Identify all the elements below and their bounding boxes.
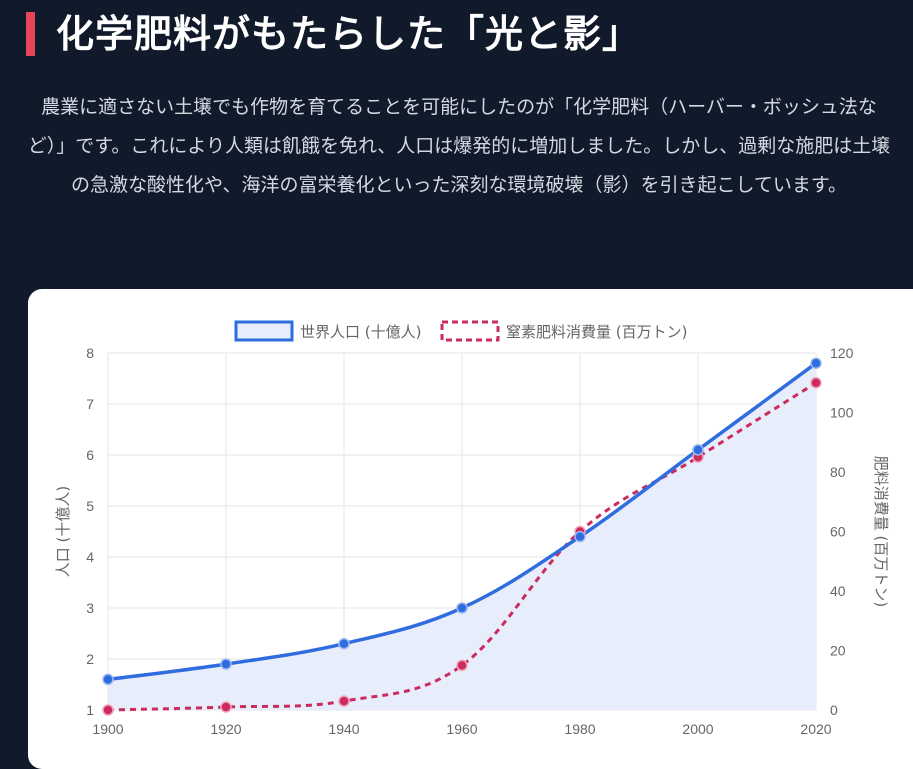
y-right-tick-label: 100 [830,405,854,421]
y-left-tick-label: 7 [86,396,94,412]
y-right-tick-label: 0 [830,702,838,718]
x-tick-label: 2000 [682,721,713,737]
y-left-tick-label: 5 [86,498,94,514]
chart-card: 1 2 3 4 5 6 7 8 0 20 40 60 80 100 120 1900 1920 1940 1960 1… [28,289,913,769]
legend-swatch-fertilizer [440,320,500,342]
y-right-tick-label: 20 [830,643,846,659]
x-tick-label: 1900 [92,721,123,737]
y-right-tick-label: 60 [830,524,846,540]
page-description: 農業に適さない土壌でも作物を育てることを可能にしたのが「化学肥料（ハーバー・ボッ… [27,96,891,196]
population-point [456,602,468,614]
y-left-tick-label: 2 [86,651,94,667]
population-point [102,673,114,686]
fertilizer-point [810,377,822,389]
fertilizer-point [338,695,350,707]
legend-label-population: 世界人口 (十億人) [300,323,421,341]
y-right-axis-title: 肥料消費量 (百万トン) [872,456,890,607]
y-right-tick-label: 80 [830,464,846,480]
legend-swatch-population [234,320,294,342]
population-point [692,444,704,456]
title-accent-bar [26,12,35,56]
y-left-axis-title: 人口 (十億人) [54,486,72,577]
legend-label-fertilizer: 窒素肥料消費量 (百万トン) [506,323,687,341]
x-tick-label: 1980 [564,721,595,737]
x-tick-label: 1920 [210,721,241,737]
fertilizer-point [220,701,232,713]
x-tick-label: 1960 [446,721,477,737]
y-right-tick-label: 120 [830,345,854,361]
fertilizer-point [456,659,468,672]
x-tick-label: 1940 [328,721,359,737]
population-point [220,658,232,670]
page-title: 化学肥料がもたらした「光と影」 [56,12,642,56]
population-area [108,363,816,710]
x-tick-label: 2020 [800,721,831,737]
population-point [810,357,822,369]
population-point [338,637,350,650]
y-left-tick-label: 4 [86,549,94,565]
y-left-tick-label: 8 [86,345,94,361]
y-left-tick-label: 1 [86,702,94,718]
y-right-tick-label: 40 [830,583,846,599]
fertilizer-point [102,704,114,716]
population-point [574,530,586,543]
y-left-tick-label: 6 [86,447,94,463]
y-left-tick-label: 3 [86,600,94,616]
